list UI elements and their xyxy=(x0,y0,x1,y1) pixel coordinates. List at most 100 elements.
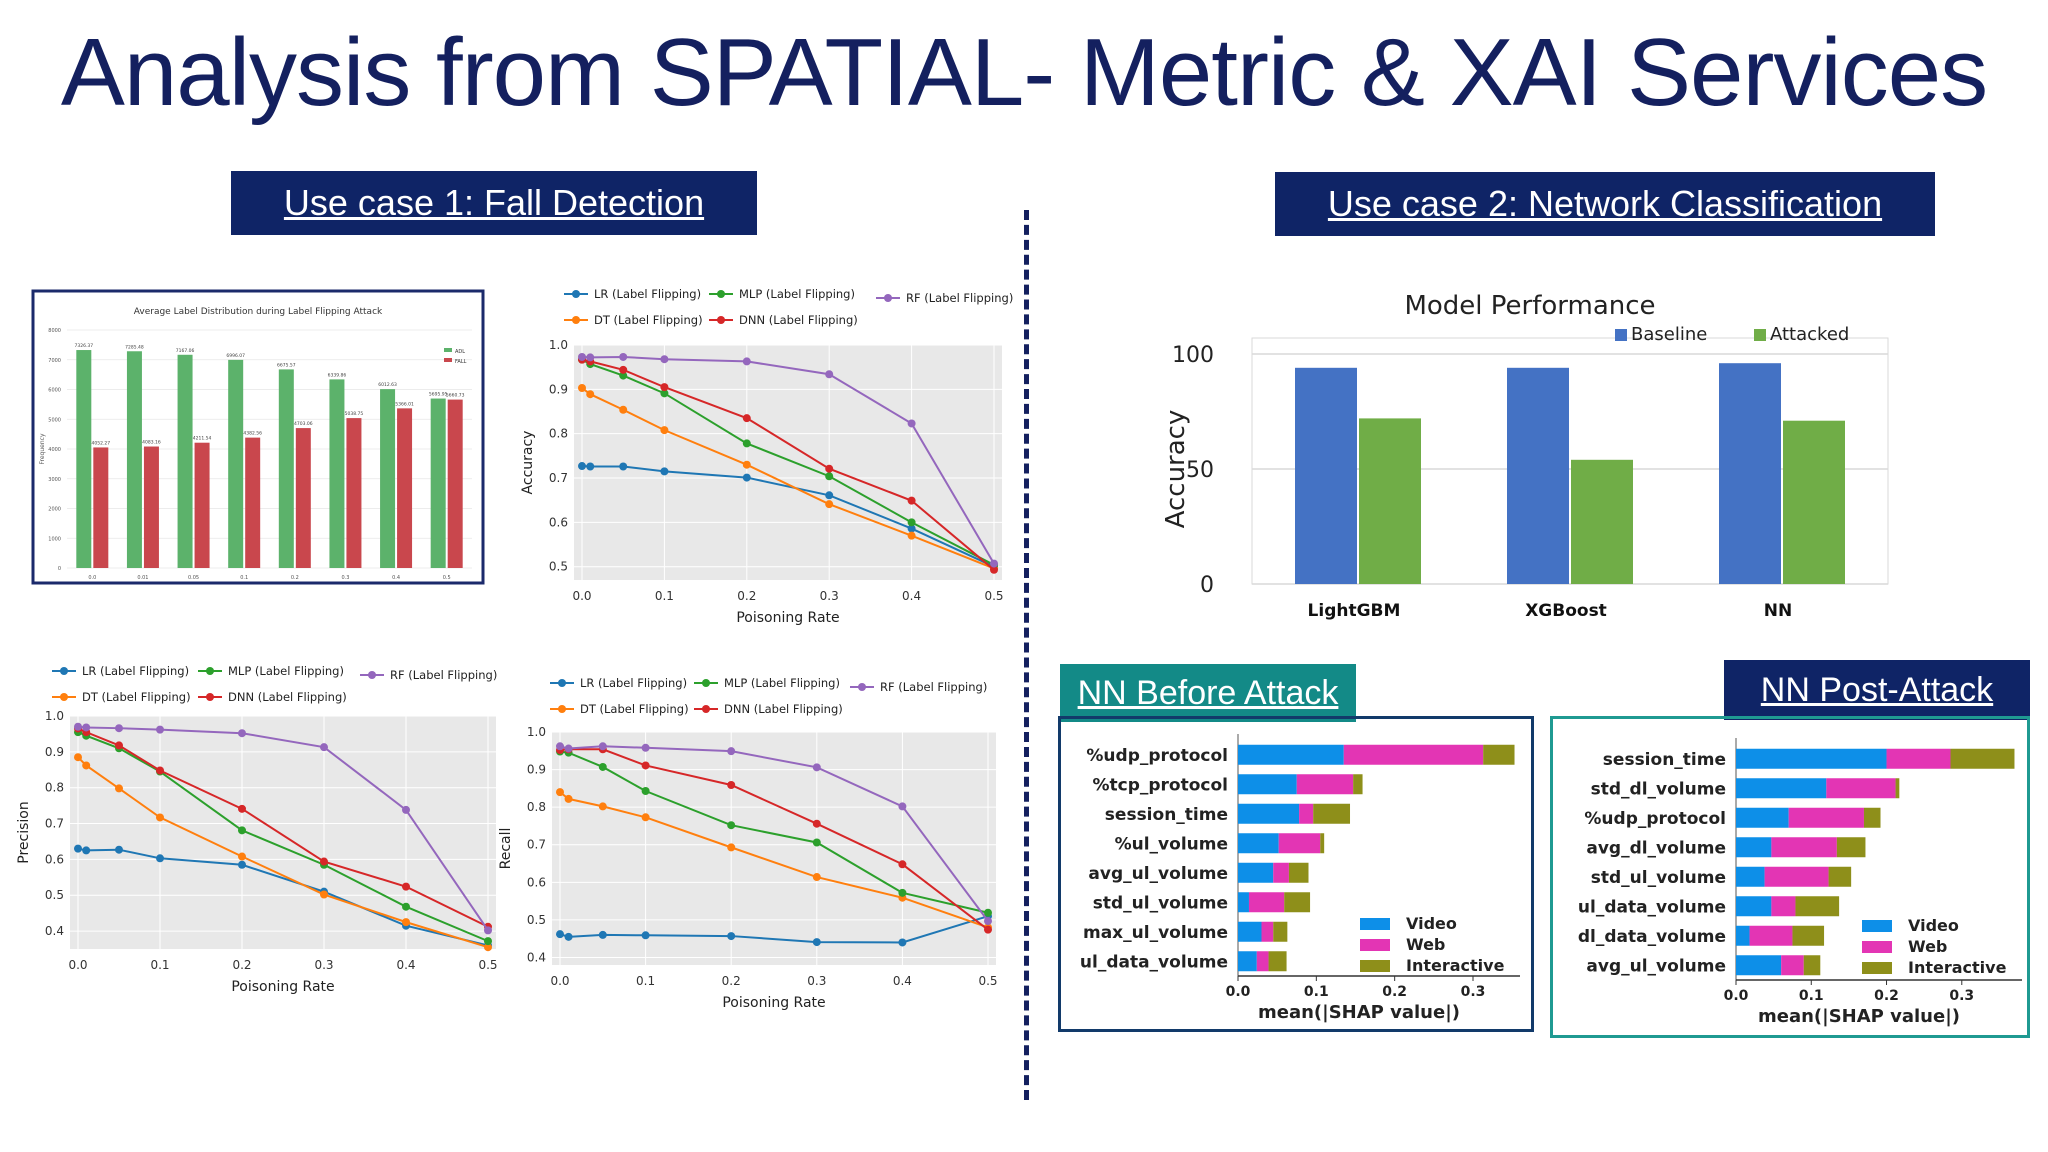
data-point xyxy=(320,743,328,752)
bar-data-label: 5366.01 xyxy=(395,401,414,407)
data-point xyxy=(619,352,628,361)
bar-segment-interactive xyxy=(1284,892,1311,913)
legend-label: LR (Label Flipping) xyxy=(82,664,189,678)
data-point xyxy=(586,353,595,362)
bar-baseline xyxy=(1507,367,1569,584)
data-point xyxy=(586,390,595,399)
data-point xyxy=(812,763,821,772)
bar-fall xyxy=(93,447,109,568)
shap-post-attack-chart: session_time std_dl_volume %udp_protocolav… xyxy=(1578,738,2022,1027)
bar-data-label: 6675.57 xyxy=(277,362,296,368)
data-point xyxy=(907,531,916,540)
bar-adl xyxy=(430,398,446,568)
bar-fall xyxy=(194,442,210,568)
legend-label: DT (Label Flipping) xyxy=(594,313,703,327)
y-tick-label: 0.6 xyxy=(527,875,546,889)
x-tick-label: 0.0 xyxy=(1724,988,1749,1004)
legend-marker xyxy=(60,667,68,675)
feature-label: ul_data_volume xyxy=(1080,952,1228,972)
accuracy-line-chart: 0.5 0.6 0.7 0.8 0.9 1.0 0.0 0.1 0.2 0.3 0.4 0.5 Pois… xyxy=(520,287,1013,626)
bar-segment-interactive xyxy=(1288,862,1309,883)
data-point xyxy=(74,722,82,731)
data-point xyxy=(641,761,650,770)
y-tick-label: 5000 xyxy=(48,417,61,423)
legend-swatch xyxy=(1615,329,1627,341)
shap-before-box xyxy=(1058,716,1534,1032)
data-point xyxy=(82,761,91,770)
feature-label: dl_data_volume xyxy=(1578,927,1726,947)
data-point xyxy=(578,352,586,361)
data-point xyxy=(898,888,907,897)
data-point xyxy=(812,838,821,847)
data-point xyxy=(484,937,492,946)
series-line-1 xyxy=(559,791,989,929)
data-point xyxy=(619,462,628,471)
legend-label: RF (Label Flipping) xyxy=(390,668,497,682)
data-point xyxy=(990,565,998,574)
y-tick-label: 6000 xyxy=(48,388,61,394)
x-tick-label: 0.5 xyxy=(984,589,1003,603)
legend-label: MLP (Label Flipping) xyxy=(724,676,840,690)
bar-segment-video xyxy=(1736,807,1789,828)
legend-swatch xyxy=(1360,918,1390,930)
bar-data-label: 4211.54 xyxy=(193,436,212,442)
plot-area xyxy=(70,716,496,949)
x-tick-label: 0.3 xyxy=(820,589,839,603)
legend-label: LR (Label Flipping) xyxy=(594,287,701,301)
y-tick-label: 4000 xyxy=(48,447,61,453)
bar-adl xyxy=(126,351,142,568)
bar-baseline xyxy=(1295,367,1357,584)
nn-post-attack-tag: NN Post-Attack xyxy=(1724,660,2030,720)
bar-segment-video xyxy=(1238,951,1257,972)
legend-marker xyxy=(884,294,892,302)
shap-before-attack-chart: %udp_protocol %tcp_protocol session_time %u… xyxy=(1080,734,1520,1023)
legend-marker xyxy=(368,671,376,679)
section-divider xyxy=(1024,210,1029,1100)
data-point xyxy=(641,813,650,822)
bar-adl xyxy=(380,389,396,568)
y-tick-label: 0.4 xyxy=(527,950,546,964)
data-point xyxy=(907,518,916,527)
y-tick-label: 8000 xyxy=(48,328,61,334)
feature-label: session_time xyxy=(1105,805,1228,825)
bar-segment-web xyxy=(1764,866,1829,887)
y-tick-label: 7000 xyxy=(48,358,61,364)
x-tick-label: 0.4 xyxy=(392,575,400,581)
data-point xyxy=(727,747,736,756)
bar-adl xyxy=(177,354,193,568)
data-point xyxy=(556,788,564,797)
y-tick-label: 1.0 xyxy=(549,338,568,352)
x-tick-label: 0.2 xyxy=(1874,988,1899,1004)
bar-segment-web xyxy=(1261,921,1274,942)
legend-label: DT (Label Flipping) xyxy=(580,702,689,716)
legend-swatch xyxy=(1360,960,1390,972)
x-tick-label: 0.2 xyxy=(1382,984,1407,1000)
series-line-4 xyxy=(559,745,989,922)
data-point xyxy=(825,491,834,500)
x-tick-label: 0.1 xyxy=(1304,984,1329,1000)
bar-segment-interactive xyxy=(1895,778,1900,799)
legend-label: FALL xyxy=(455,359,467,365)
data-point xyxy=(984,925,992,934)
data-point xyxy=(238,860,246,869)
x-tick-label: 0.5 xyxy=(478,958,497,972)
y-tick-label: 0 xyxy=(1200,573,1214,598)
data-point xyxy=(402,902,410,911)
legend-label: Baseline xyxy=(1631,324,1707,345)
feature-label: ul_data_volume xyxy=(1578,897,1726,917)
feature-label: avg_ul_volume xyxy=(1088,864,1228,884)
data-point xyxy=(984,917,992,926)
legend-marker xyxy=(717,316,725,324)
data-point xyxy=(742,460,751,469)
bar-segment-interactive xyxy=(1353,774,1363,795)
legend-marker xyxy=(572,316,580,324)
series-line-1 xyxy=(77,756,489,949)
bar-segment-video xyxy=(1238,892,1249,913)
legend-swatch-fall xyxy=(444,358,452,362)
y-tick-label: 0.6 xyxy=(45,852,64,866)
bar-segment-web xyxy=(1248,892,1285,913)
y-axis-label: Precision xyxy=(16,801,32,863)
legend-label: Video xyxy=(1908,916,1959,935)
data-point xyxy=(556,930,564,939)
bar-segment-video xyxy=(1736,925,1750,946)
